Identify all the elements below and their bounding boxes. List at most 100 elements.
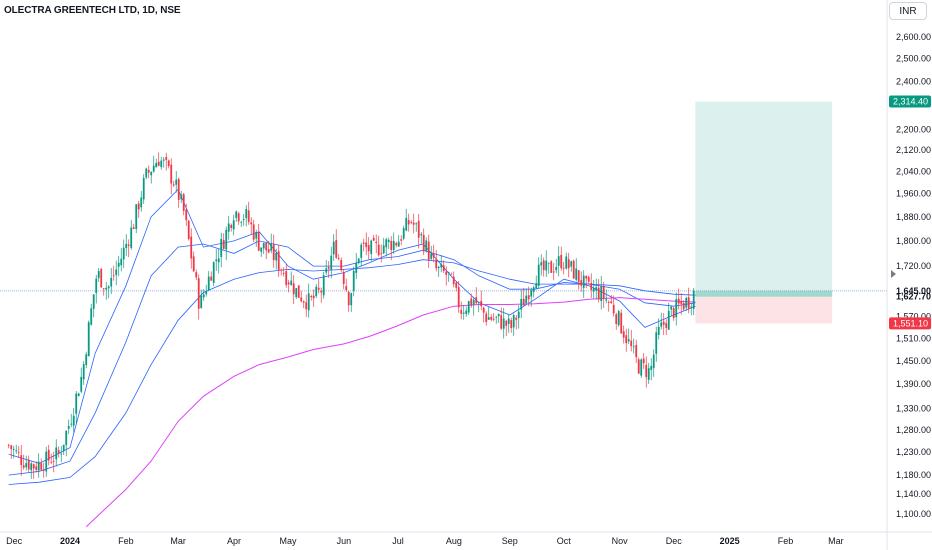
candle-body [550, 261, 553, 273]
candle-body [647, 368, 650, 380]
candle-body [162, 159, 165, 161]
moving-average-4 [85, 297, 696, 528]
candle-body [232, 220, 235, 230]
candle-body [395, 242, 398, 246]
candle-body [590, 282, 593, 290]
candle-body [172, 184, 175, 186]
candle-body [482, 307, 485, 313]
candle-body [410, 222, 413, 223]
candle-body [525, 295, 528, 304]
price-tick-label: 2,600.00 [896, 32, 931, 42]
candle-body [317, 287, 320, 290]
candle-body [230, 224, 233, 228]
candle-body [437, 266, 440, 269]
candle-body [455, 282, 458, 288]
price-tick-label: 2,120.00 [896, 145, 931, 155]
candle-body [107, 286, 110, 289]
candle-body [547, 262, 550, 264]
profit-zone [695, 101, 833, 297]
candle-body [592, 288, 595, 292]
candle-body [642, 358, 645, 364]
candle-body [407, 220, 410, 225]
candle-body [435, 259, 438, 269]
filled-profit-zone [695, 290, 833, 297]
candle-body [217, 258, 220, 263]
price-tick-label: 2,500.00 [896, 54, 931, 64]
currency-button[interactable]: INR [889, 2, 927, 20]
time-tick-label: Dec [6, 536, 23, 546]
candle-body [300, 297, 303, 302]
candle-body [400, 239, 403, 241]
candle-body [662, 321, 665, 325]
time-tick-label: Mar [828, 536, 844, 546]
time-tick-label: Sep [502, 536, 518, 546]
candle-body [405, 217, 408, 231]
candle-body [157, 161, 160, 166]
candle-body [262, 242, 265, 249]
candle-body [467, 301, 470, 313]
candle-body [237, 213, 240, 222]
candle-body [122, 247, 125, 260]
candle-body [67, 425, 70, 429]
price-tick-label: 1,450.00 [896, 356, 931, 366]
candle-body [222, 240, 225, 249]
candle-body [605, 299, 608, 301]
moving-average-1 [8, 188, 696, 464]
price-tick-label: 1,180.00 [896, 470, 931, 480]
candle-body [372, 237, 375, 241]
candle-body [125, 243, 128, 249]
time-tick-label: Mar [170, 536, 186, 546]
candle-body [502, 318, 505, 329]
candle-body [182, 194, 185, 211]
candle-body [545, 260, 548, 271]
candle-body [137, 203, 140, 210]
candle-body [510, 320, 513, 329]
candle-body [197, 278, 200, 309]
candle-body [142, 177, 145, 200]
candle-body [432, 253, 435, 258]
candle-body [130, 227, 133, 248]
candle-body [465, 310, 468, 314]
candle-body [380, 253, 383, 255]
candle-body [532, 287, 535, 292]
candle-body [332, 241, 335, 255]
candle-body [200, 295, 203, 309]
candle-body [667, 310, 670, 330]
candle-body [292, 283, 295, 295]
price-tick-label: 1,230.00 [896, 447, 931, 457]
candle-body [535, 283, 538, 289]
candle-body [360, 244, 363, 258]
candle-body [147, 169, 150, 173]
candle-body [207, 276, 210, 290]
candle-body [90, 308, 93, 325]
candle-body [602, 285, 605, 299]
candle-body [205, 290, 208, 295]
candle-body [430, 253, 433, 259]
candle-body [622, 331, 625, 338]
candle-body [70, 423, 73, 425]
candle-body [20, 455, 23, 466]
candle-body [42, 470, 45, 472]
candle-body [345, 286, 348, 291]
candle-body [150, 171, 153, 176]
candle-body [160, 160, 163, 168]
candle-body [685, 297, 688, 308]
candle-body [680, 301, 683, 304]
candle-body [552, 271, 555, 273]
candle-body [490, 316, 493, 320]
candle-body [270, 243, 273, 251]
candle-body [487, 317, 490, 320]
candle-body [365, 242, 368, 248]
candle-body [427, 241, 430, 261]
candle-body [155, 163, 158, 168]
candle-body [445, 271, 448, 275]
candle-body [265, 242, 268, 251]
time-tick-label: Nov [612, 536, 629, 546]
candle-body [515, 317, 518, 320]
scroll-arrow-icon[interactable] [891, 270, 896, 278]
candle-body [215, 259, 218, 262]
price-tick-label: 1,570.00 [896, 312, 931, 322]
candle-body [97, 270, 100, 278]
candle-body [175, 179, 178, 185]
